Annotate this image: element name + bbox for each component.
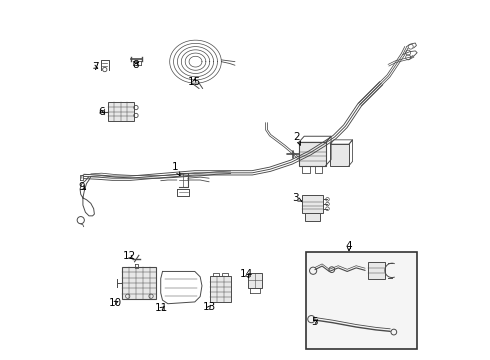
Text: 10: 10 [109,298,122,308]
Text: 4: 4 [345,241,352,251]
Bar [248,273,262,288]
Bar [306,252,417,348]
Text: 15: 15 [188,77,201,87]
Bar [302,195,323,213]
Text: 9: 9 [78,182,86,192]
Text: 11: 11 [155,303,169,314]
Text: 13: 13 [202,302,216,312]
Text: 8: 8 [132,59,139,69]
Text: 5: 5 [312,317,318,327]
Text: 6: 6 [98,107,105,117]
Bar [368,262,385,279]
Text: 3: 3 [292,193,302,203]
Bar [122,267,156,299]
Bar [305,213,320,221]
Bar [108,102,134,121]
Bar [299,142,326,166]
Text: 12: 12 [123,251,136,261]
Bar [210,276,231,302]
Text: 14: 14 [240,269,253,279]
Bar [330,144,349,166]
Text: 2: 2 [294,132,300,145]
Text: 1: 1 [172,162,180,176]
Text: 7: 7 [92,62,98,72]
